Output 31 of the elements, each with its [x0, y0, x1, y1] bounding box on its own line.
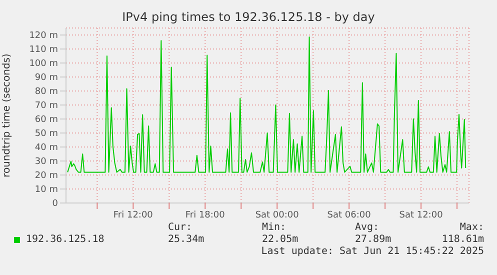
y-tick-label: 110 m: [29, 45, 58, 56]
text: 25.34m: [168, 234, 204, 245]
y-tick-label: 70 m: [34, 101, 58, 112]
y-tick-label: 20 m: [34, 171, 58, 182]
text: Cur:: [168, 222, 192, 233]
y-tick-label: 90 m: [34, 73, 58, 84]
y-tick-label: 50 m: [34, 129, 58, 140]
y-tick-label: 40 m: [34, 143, 58, 154]
text: 22.05m: [262, 234, 298, 245]
x-tick-label: Sat 00:00: [255, 210, 300, 220]
text: 27.89m: [355, 234, 392, 245]
y-axis-title: roundtrip time (seconds): [2, 53, 13, 178]
chart-title: IPv4 ping times to 192.36.125.18 - by day: [121, 10, 376, 24]
text: Min:: [262, 222, 286, 233]
text: 118.61m: [442, 234, 484, 245]
y-tick-label: 120 m: [29, 31, 58, 42]
x-tick-label: Sat 12:00: [399, 210, 444, 220]
x-tick-label: Sat 06:00: [327, 210, 372, 220]
line-series: [67, 36, 466, 173]
x-tick-label: Fri 12:00: [113, 210, 154, 220]
y-tick-label: 0: [52, 199, 58, 210]
text: Last update: Sat Jun 21 15:45:22 2025: [261, 246, 484, 257]
y-tick-label: 80 m: [34, 87, 58, 98]
x-tick-label: Fri 18:00: [185, 210, 226, 220]
legend-label: 192.36.125.18: [26, 234, 104, 245]
y-tick-label: 30 m: [34, 157, 58, 168]
text: Avg:: [355, 222, 380, 233]
y-tick-label: 60 m: [34, 115, 58, 126]
y-tick-label: 100 m: [29, 59, 58, 70]
text: Max:: [460, 222, 484, 233]
y-tick-label: 10 m: [34, 185, 58, 196]
